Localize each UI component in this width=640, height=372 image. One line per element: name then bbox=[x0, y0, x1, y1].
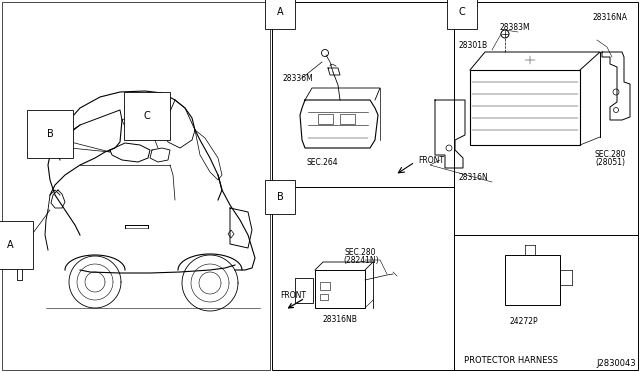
Text: 28316NA: 28316NA bbox=[593, 13, 628, 22]
Text: 28316NB: 28316NB bbox=[323, 315, 358, 324]
Text: C: C bbox=[143, 111, 150, 121]
Text: 28336M: 28336M bbox=[283, 74, 314, 83]
Circle shape bbox=[321, 49, 328, 57]
Bar bbox=[454, 235, 638, 370]
Text: 24272P: 24272P bbox=[510, 317, 539, 326]
Circle shape bbox=[614, 108, 618, 112]
Polygon shape bbox=[228, 230, 234, 238]
Text: A: A bbox=[6, 240, 13, 250]
Text: 28383M: 28383M bbox=[500, 23, 531, 32]
Bar bbox=[505, 255, 560, 305]
Bar bbox=[320, 282, 330, 290]
Bar bbox=[315, 270, 365, 308]
Text: (28051): (28051) bbox=[595, 158, 625, 167]
Text: (28241N): (28241N) bbox=[343, 256, 379, 265]
Bar bbox=[272, 2, 454, 187]
Bar bbox=[2, 2, 270, 370]
Text: B: B bbox=[47, 129, 53, 139]
Bar bbox=[340, 114, 355, 124]
Bar bbox=[318, 114, 333, 124]
Circle shape bbox=[613, 89, 619, 95]
Text: J2830043: J2830043 bbox=[596, 359, 636, 368]
Text: C: C bbox=[459, 7, 466, 17]
Bar bbox=[272, 187, 454, 370]
Text: 28316N: 28316N bbox=[459, 173, 489, 182]
Text: SEC.280: SEC.280 bbox=[595, 150, 627, 159]
Text: PROTECTOR HARNESS: PROTECTOR HARNESS bbox=[464, 356, 558, 365]
Text: FRONT: FRONT bbox=[280, 292, 306, 301]
Text: 28301B: 28301B bbox=[459, 41, 488, 50]
Text: SEC.280: SEC.280 bbox=[345, 248, 376, 257]
Bar bbox=[470, 70, 580, 145]
Text: B: B bbox=[277, 192, 284, 202]
Bar bbox=[320, 294, 328, 300]
Circle shape bbox=[501, 30, 509, 38]
Bar bbox=[295, 278, 313, 303]
Text: A: A bbox=[277, 7, 284, 17]
Circle shape bbox=[446, 145, 452, 151]
Text: FRONT: FRONT bbox=[418, 155, 444, 164]
Text: SEC.264: SEC.264 bbox=[307, 158, 339, 167]
Bar bbox=[454, 2, 638, 235]
